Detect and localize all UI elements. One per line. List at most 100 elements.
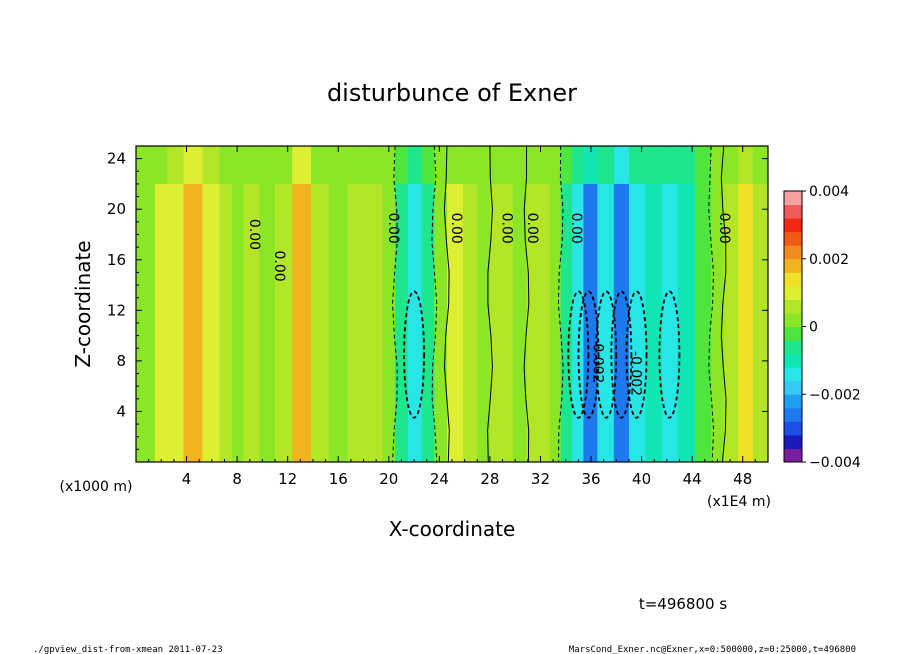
field-column: [382, 146, 396, 462]
x-tick-label: 16: [329, 470, 348, 488]
field-column-top: [597, 146, 615, 184]
field-column-top: [328, 146, 349, 184]
field-column: [597, 146, 615, 462]
field-column-top: [695, 146, 712, 184]
chart-title: disturbunce of Exner: [327, 79, 577, 107]
field-column: [232, 146, 245, 462]
field-column-top: [549, 146, 562, 184]
colorbar-swatch: [784, 231, 802, 246]
time-label: t=496800 s: [639, 595, 727, 613]
field-column: [202, 146, 221, 462]
colorbar-swatch: [784, 299, 802, 314]
field-column-top: [154, 146, 169, 184]
colorbar-swatch: [784, 394, 802, 409]
field-column: [328, 146, 349, 462]
contour-label: 0.00: [568, 213, 584, 244]
y-axis-label: Z-coordinate: [71, 240, 95, 367]
contour-label: -0.002: [627, 351, 643, 396]
negative-contour: [625, 290, 648, 419]
field-column-top: [202, 146, 221, 184]
field-column-top: [645, 146, 663, 184]
x-tick-label: 4: [182, 470, 192, 488]
field-column-top: [677, 146, 696, 184]
footer-right: MarsCond_Exner.nc@Exner,x=0:500000,z=0:2…: [569, 645, 856, 654]
colorbar-swatch: [784, 204, 802, 219]
colorbar-swatches: [784, 191, 802, 463]
x-tick-label: 44: [683, 470, 702, 488]
field-column: [526, 146, 540, 462]
colorbar-tick-label: 0.004: [809, 184, 849, 200]
field-column-top: [752, 146, 765, 184]
x-tick-label: 20: [379, 470, 398, 488]
colorbar-swatch: [784, 312, 802, 327]
field-column: [628, 146, 646, 462]
field-column-top: [613, 146, 630, 184]
negative-contour: [577, 290, 600, 419]
y-tick-label: 4: [116, 402, 126, 420]
negative-contour: [567, 290, 590, 419]
y-tick-label: 12: [107, 301, 126, 319]
contour-label: 0.00: [385, 213, 401, 244]
zero-contour-line: [557, 146, 564, 462]
colorbar-swatch: [784, 191, 802, 206]
zero-contour-line: [431, 146, 438, 462]
field-column-top: [477, 146, 491, 184]
field-column: [645, 146, 663, 462]
colorbar-swatch: [784, 434, 802, 449]
contour-label: 0.00: [524, 213, 540, 244]
colorbar-ticks: 0.004 0.002 0 −0.002 −0.004: [802, 184, 861, 471]
field-column: [154, 146, 169, 462]
field-column: [167, 146, 184, 462]
contour-label: 0.00: [716, 213, 732, 244]
contour-label: 0.00: [448, 213, 464, 244]
field-column-top: [136, 146, 143, 184]
field-column: [275, 146, 293, 462]
field-column-top: [366, 146, 384, 184]
negative-contour: [595, 290, 618, 419]
field-column: [723, 146, 739, 462]
field-column-top: [167, 146, 184, 184]
field-column-top: [512, 146, 528, 184]
contour-label: -0.002: [590, 338, 606, 383]
plot-area: [136, 146, 768, 462]
field-column: [136, 146, 143, 462]
field-column-top: [526, 146, 540, 184]
x-tick-label: 48: [733, 470, 752, 488]
field-column: [446, 146, 464, 462]
colorbar-swatch: [784, 367, 802, 382]
field-column: [366, 146, 384, 462]
field-column: [142, 146, 156, 462]
field-column-top: [723, 146, 739, 184]
field-column-top: [628, 146, 646, 184]
field-column: [549, 146, 562, 462]
field-column: [434, 146, 448, 462]
field-column-top: [142, 146, 156, 184]
colorbar-swatch: [784, 272, 802, 287]
field-column: [695, 146, 712, 462]
field-column-top: [311, 146, 330, 184]
field-column-top: [489, 146, 502, 184]
field-column-top: [446, 146, 464, 184]
field-column-top: [219, 146, 233, 184]
field-column-top: [421, 146, 435, 184]
field-column-top: [275, 146, 293, 184]
colorbar-swatch: [784, 245, 802, 260]
y-axis-ticks: 4 8 12 16 20 24: [107, 150, 768, 450]
field-column: [539, 146, 551, 462]
colorbar-tick-label: −0.002: [809, 387, 861, 403]
field-column-top: [243, 146, 260, 184]
field-column: [421, 146, 435, 462]
field-column: [560, 146, 573, 462]
x-unit-left: (x1000 m): [60, 479, 133, 495]
colorbar: 0.004 0.002 0 −0.002 −0.004: [783, 184, 861, 471]
colorbar-swatch: [784, 448, 802, 463]
y-tick-label: 8: [116, 352, 126, 370]
x-unit-right: (x1E4 m): [707, 494, 771, 510]
contour-label: 0.00: [499, 213, 515, 244]
colorbar-swatch: [784, 285, 802, 300]
zero-contour-line: [392, 146, 398, 462]
field-column: [512, 146, 528, 462]
field-column: [243, 146, 260, 462]
colorbar-swatch: [784, 380, 802, 395]
colorbar-swatch: [784, 326, 802, 341]
